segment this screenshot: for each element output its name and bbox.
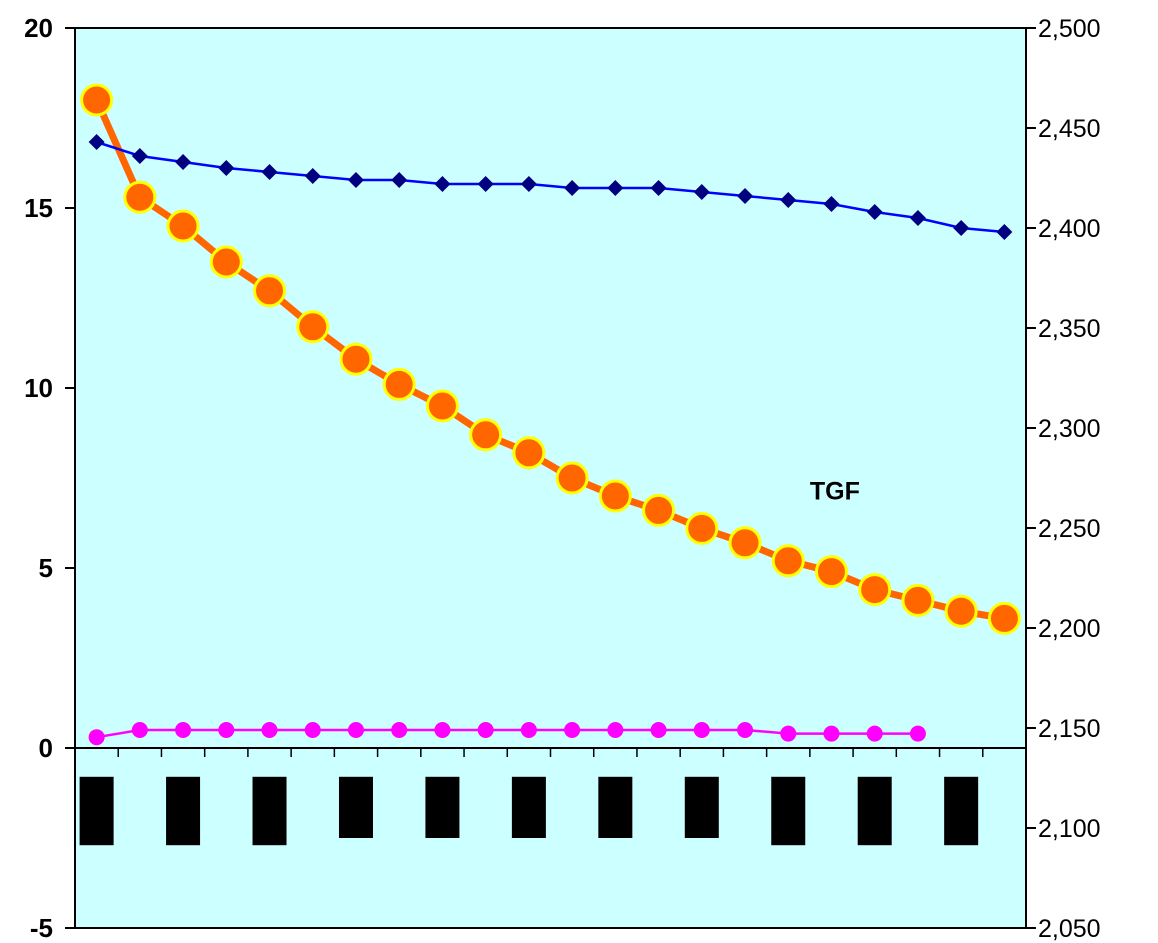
y-right-tick-label: 2,200 bbox=[1038, 615, 1101, 643]
data-point bbox=[728, 526, 762, 560]
data-point bbox=[987, 601, 1021, 635]
y-left-tick-label: 5 bbox=[39, 553, 53, 583]
y-right-tick-label: 2,500 bbox=[1038, 15, 1101, 43]
y-right-tick-label: 2,150 bbox=[1038, 715, 1101, 743]
data-point bbox=[391, 172, 408, 188]
data-point bbox=[771, 544, 805, 578]
bar bbox=[166, 776, 201, 846]
data-point bbox=[131, 148, 148, 164]
data-point bbox=[901, 583, 935, 617]
data-point bbox=[780, 192, 797, 208]
data-point bbox=[823, 725, 840, 742]
data-point bbox=[607, 722, 624, 738]
data-point bbox=[650, 722, 667, 738]
data-point bbox=[477, 176, 494, 192]
data-point bbox=[253, 274, 287, 308]
data-point bbox=[866, 204, 883, 220]
data-point bbox=[693, 722, 710, 738]
series-line bbox=[93, 98, 1005, 622]
y-right-tick-label: 2,250 bbox=[1038, 515, 1101, 543]
data-point bbox=[131, 722, 148, 738]
data-point bbox=[434, 176, 451, 192]
data-point bbox=[814, 555, 848, 589]
bar bbox=[771, 776, 806, 846]
y-left-tick-label: 10 bbox=[24, 373, 53, 403]
bar bbox=[425, 776, 460, 838]
bar bbox=[338, 776, 373, 838]
bar bbox=[944, 776, 979, 846]
data-point bbox=[296, 310, 330, 344]
bar bbox=[511, 776, 546, 838]
data-point bbox=[944, 594, 978, 628]
y-left-tick-label: -5 bbox=[30, 913, 53, 943]
data-point bbox=[304, 168, 321, 184]
data-point bbox=[209, 245, 243, 279]
data-point bbox=[953, 220, 970, 236]
data-point bbox=[737, 722, 754, 738]
data-point bbox=[304, 722, 321, 738]
data-point bbox=[88, 134, 105, 150]
data-point bbox=[650, 180, 667, 196]
bar bbox=[598, 776, 633, 838]
y-right-tick-label: 2,100 bbox=[1038, 815, 1101, 843]
data-point bbox=[347, 172, 364, 188]
data-point bbox=[123, 180, 157, 214]
y-right-tick-label: 2,450 bbox=[1038, 115, 1101, 143]
data-point bbox=[339, 342, 373, 376]
data-point bbox=[598, 479, 632, 513]
series-line bbox=[96, 140, 1005, 234]
data-point bbox=[520, 176, 537, 192]
data-point bbox=[564, 722, 581, 738]
data-point bbox=[425, 389, 459, 423]
data-point bbox=[866, 725, 883, 742]
data-point bbox=[737, 188, 754, 204]
data-point bbox=[477, 722, 494, 738]
data-point bbox=[391, 722, 408, 738]
data-point bbox=[996, 224, 1013, 240]
data-point bbox=[469, 418, 503, 452]
y-right-tick-label: 2,350 bbox=[1038, 315, 1101, 343]
annotation-tgf: TGF bbox=[810, 478, 860, 506]
bar bbox=[857, 776, 892, 846]
data-point bbox=[347, 722, 364, 738]
data-point bbox=[218, 722, 235, 738]
y-left-tick-label: 20 bbox=[24, 13, 53, 43]
data-point bbox=[261, 164, 278, 180]
data-point bbox=[685, 511, 719, 545]
bar bbox=[252, 776, 287, 846]
data-point bbox=[512, 436, 546, 470]
data-point bbox=[642, 493, 676, 527]
data-point bbox=[175, 154, 192, 170]
data-point bbox=[434, 722, 451, 738]
bar bbox=[684, 776, 719, 838]
data-point bbox=[909, 210, 926, 226]
data-point bbox=[80, 83, 114, 117]
data-point bbox=[823, 196, 840, 212]
data-point bbox=[858, 573, 892, 607]
y-left-tick-label: 15 bbox=[24, 193, 53, 223]
y-left-tick-label: 0 bbox=[39, 733, 53, 763]
data-point bbox=[780, 725, 797, 742]
data-point bbox=[909, 725, 926, 742]
data-point bbox=[520, 722, 537, 738]
y-right-tick-label: 2,050 bbox=[1038, 915, 1101, 943]
data-point bbox=[382, 367, 416, 401]
data-point bbox=[261, 722, 278, 738]
data-point bbox=[218, 160, 235, 176]
bar bbox=[79, 776, 114, 846]
data-point bbox=[693, 184, 710, 200]
data-point bbox=[88, 729, 105, 746]
data-point bbox=[175, 722, 192, 738]
y-right-tick-label: 2,300 bbox=[1038, 415, 1101, 443]
data-point bbox=[555, 461, 589, 495]
data-point bbox=[166, 209, 200, 243]
y-right-tick-label: 2,400 bbox=[1038, 215, 1101, 243]
data-point bbox=[607, 180, 624, 196]
data-point bbox=[564, 180, 581, 196]
